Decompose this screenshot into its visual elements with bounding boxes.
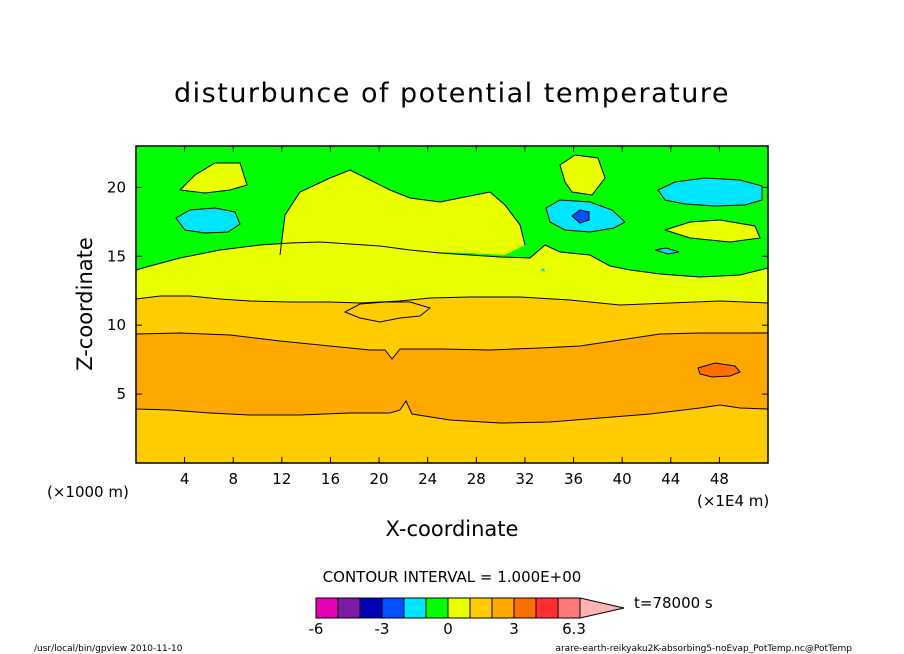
colorbar-swatch	[491, 597, 515, 619]
x-axis-label: X-coordinate	[386, 517, 519, 541]
x-tick-label: 44	[661, 470, 680, 488]
y-tick-label: 5	[116, 385, 126, 403]
colorbar-swatch	[403, 597, 427, 619]
x-tick-label: 12	[272, 470, 291, 488]
colorbar-swatch	[381, 597, 405, 619]
colorbar-tick-labels: -6 -3 0 3 6.3	[309, 620, 586, 638]
colorbar	[315, 597, 625, 619]
band-neg1-0-right	[658, 178, 762, 206]
y-tick-label: 20	[107, 178, 126, 196]
chart-title: disturbunce of potential temperature	[174, 78, 730, 109]
colorbar-tick-label: 6.3	[562, 620, 586, 638]
x-tick-label: 40	[613, 470, 632, 488]
colorbar-swatch	[513, 597, 537, 619]
colorbar-tick-label: -6	[309, 620, 324, 638]
colorbar-swatch	[425, 597, 449, 619]
colorbar-tick-label: 3	[509, 620, 519, 638]
band-neg1-0-left	[176, 208, 240, 233]
band-1-2-right-patch	[665, 220, 760, 242]
time-label: t=78000 s	[634, 594, 713, 612]
band-neg1-0-small	[655, 248, 679, 254]
x-tick-label: 24	[418, 470, 437, 488]
colorbar-swatch	[469, 597, 493, 619]
y-axis-label: Z-coordinate	[73, 237, 97, 371]
colorbar-swatch	[337, 597, 361, 619]
plot-area	[135, 145, 769, 464]
colorbar-extension-triangle	[579, 597, 625, 619]
x-unit-label: (×1E4 m)	[697, 492, 769, 510]
x-axis-ticks: 4 8 12 16 20 24 28 32 36 40 44 48	[180, 146, 729, 488]
colorbar-swatch	[535, 597, 559, 619]
band-1-2-upper-left-patch	[180, 163, 247, 193]
footer-left: /usr/local/bin/gpview 2010-11-10	[34, 644, 183, 654]
x-tick-label: 4	[180, 470, 190, 488]
band-1-2-upper-mid-patch	[560, 155, 605, 195]
colorbar-swatch	[315, 597, 339, 619]
colorbar-swatch	[359, 597, 383, 619]
x-tick-label: 8	[228, 470, 238, 488]
y-axis-ticks: 5 10 15 20	[107, 178, 768, 403]
band-1-2-center-plume	[280, 170, 525, 255]
contour-lines	[135, 154, 769, 424]
y-tick-label: 10	[107, 316, 126, 334]
colorbar-swatch	[557, 597, 581, 619]
x-tick-label: 32	[515, 470, 534, 488]
colorbar-swatch	[447, 597, 471, 619]
contour-interval-label: CONTOUR INTERVAL = 1.000E+00	[323, 568, 582, 586]
x-tick-label: 28	[467, 470, 486, 488]
footer-right: arare-earth-reikyaku2K-absorbing5-noEvap…	[555, 644, 852, 654]
y-unit-label: (×1000 m)	[47, 483, 129, 501]
x-tick-label: 48	[710, 470, 729, 488]
band-4-5-patch	[698, 363, 740, 377]
x-tick-label: 16	[321, 470, 340, 488]
plot-frame	[135, 145, 769, 464]
x-tick-label: 36	[564, 470, 583, 488]
y-tick-label: 15	[107, 247, 126, 265]
x-tick-label: 20	[370, 470, 389, 488]
colorbar-tick-label: 0	[443, 620, 453, 638]
band-3-4-bottom	[136, 401, 768, 463]
band-neg1-0-dot	[540, 268, 545, 272]
colorbar-tick-label: -3	[375, 620, 390, 638]
